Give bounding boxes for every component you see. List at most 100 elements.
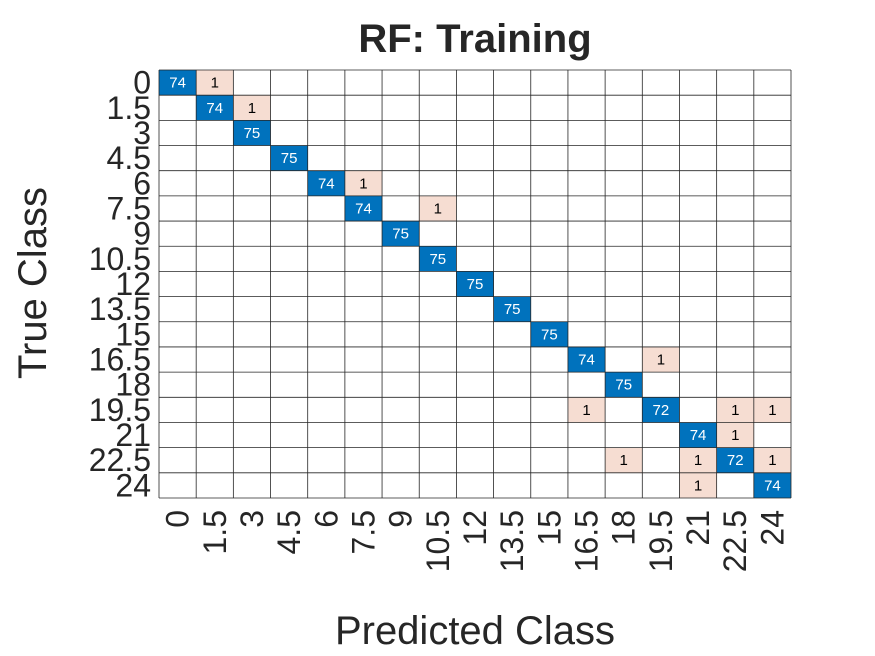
diagonal-cell [567,346,606,373]
diagonal-cell [196,95,234,121]
cell-value-label: 75 [244,125,261,142]
y-tick-label: 0 [133,65,151,101]
x-tick-label: 9 [383,510,419,528]
y-tick-label: 9 [133,216,151,252]
x-tick-label: 7.5 [345,510,381,554]
x-tick-label: 1.5 [197,510,233,554]
cell-value-label: 74 [169,75,186,92]
off-diagonal-cell [419,195,457,222]
off-diagonal-cell [344,170,383,196]
y-tick-label: 4.5 [107,140,151,176]
diagonal-cell [642,397,680,423]
y-axis-label: True Class [11,187,55,379]
x-tick-labels: 0 1.5 3 4.5 6 7.5 9 10.5 12 13.5 15 16.5 18 19.5 21 22.… [160,510,791,572]
x-tick-label: 10.5 [420,510,456,572]
off-diagonal-cell [233,95,271,121]
cell-value-label: 75 [429,251,446,268]
x-tick-label: 3 [234,510,270,528]
cell-value-label: 75 [504,301,521,318]
y-tick-label: 12 [115,266,151,302]
cell-value-label: 1 [211,75,219,92]
diagonal-cell [382,221,420,247]
cell-value-label: 1 [731,427,739,444]
diagonal-cell [270,145,308,171]
diagonal-cell [753,472,791,498]
diagonal-cell [419,246,457,272]
y-tick-label: 10.5 [89,241,151,277]
off-diagonal-cell [196,70,234,96]
cell-value-label: 74 [764,477,781,494]
cell-value-label: 1 [694,452,702,469]
diagonal-cell [530,321,568,347]
y-tick-label: 7.5 [107,190,151,226]
y-tick-label: 19.5 [89,392,151,428]
cell-value-label: 1 [359,175,367,192]
cell-value-label: 75 [467,276,484,293]
off-diagonal-cell [716,422,754,448]
y-tick-label: 22.5 [89,442,151,478]
chart-title: RF: Training [358,17,591,61]
cell-value-label: 74 [206,100,223,117]
diagonal-cell [679,422,717,448]
off-diagonal-cell [753,447,791,473]
diagonal-cell [307,170,345,196]
cell-value-label: 74 [318,175,335,192]
y-tick-label: 15 [115,316,151,352]
cell-value-label: 1 [768,452,776,469]
x-tick-label: 12 [457,510,493,546]
y-tick-label: 13.5 [89,291,151,327]
cell-value-label: 1 [731,402,739,419]
diagonal-cell [344,195,383,222]
diagonal-cell [233,120,271,146]
cell-value-label: 74 [355,200,372,217]
x-tick-label: 16.5 [569,510,605,572]
x-tick-label: 24 [754,510,790,546]
off-diagonal-cell [753,397,791,423]
x-tick-label: 13.5 [494,510,530,572]
diagonal-cell [493,296,531,322]
y-tick-label: 3 [133,115,151,151]
diagonal-cell [605,372,643,398]
cell-value-label: 1 [248,100,256,117]
cell-value-label: 74 [578,352,595,369]
cell-value-label: 75 [615,377,632,394]
y-tick-label: 18 [115,367,151,403]
cell-value-label: 72 [653,402,670,419]
x-tick-label: 19.5 [643,510,679,572]
cell-value-label: 1 [768,402,776,419]
matrix-cells [159,70,791,498]
y-tick-label: 6 [133,165,151,201]
off-diagonal-cell [679,447,717,473]
x-tick-label: 18 [606,510,642,546]
cell-value-label: 1 [694,477,702,494]
off-diagonal-cell [642,346,680,373]
off-diagonal-cell [679,472,717,498]
diagonal-cell [716,447,754,473]
diagonal-cell [159,70,197,96]
off-diagonal-cell [567,397,606,423]
cell-value-label: 75 [281,150,298,167]
y-tick-label: 1.5 [107,90,151,126]
matrix-grid [158,69,792,499]
cell-value-label: 1 [657,352,665,369]
cell-value-label: 75 [392,226,409,243]
y-tick-labels: 01.534.567.5910.51213.51516.51819.52122.… [89,65,151,504]
x-axis-label: Predicted Class [335,609,615,653]
cell-value-label: 1 [620,452,628,469]
x-tick-label: 22.5 [717,510,753,572]
off-diagonal-cell [605,447,643,473]
x-tick-label: 4.5 [271,510,307,554]
y-tick-label: 21 [115,417,151,453]
x-tick-label: 0 [160,510,196,528]
cell-value-label: 1 [582,402,590,419]
y-tick-label: 16.5 [89,342,151,378]
y-tick-label: 24 [115,467,151,503]
off-diagonal-cell [716,397,754,423]
diagonal-cell [456,271,494,297]
cell-value-label: 1 [434,200,442,217]
x-tick-label: 21 [680,510,716,546]
cell-value-label: 72 [727,452,744,469]
x-tick-label: 6 [308,510,344,528]
cell-value-label: 75 [541,326,558,343]
